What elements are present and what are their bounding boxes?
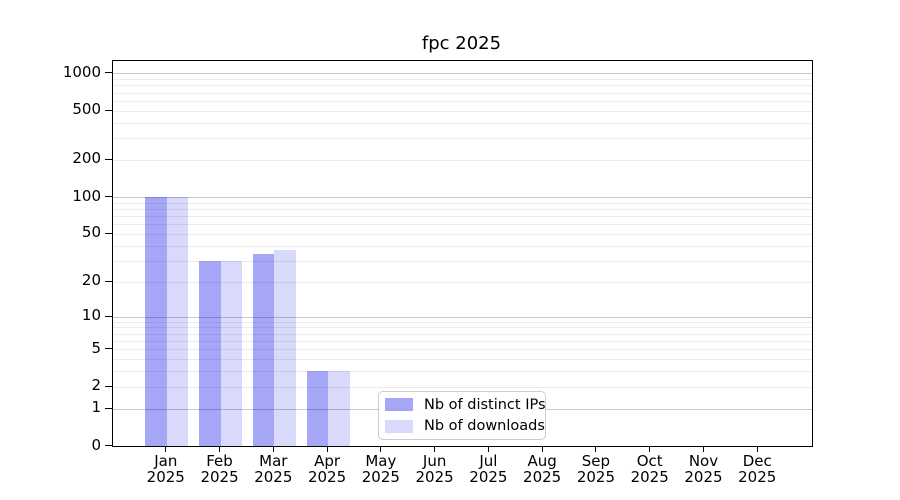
y-tick-label: 500 — [72, 100, 101, 119]
gridline-minor — [113, 371, 812, 373]
x-tick-mark — [326, 446, 328, 452]
gridline-minor — [113, 224, 812, 226]
x-tick-mark — [702, 446, 704, 452]
y-tick-mark — [105, 385, 112, 387]
bar-nb-of-downloads-mar — [274, 249, 296, 446]
bar-nb-of-downloads-jan — [166, 197, 189, 446]
gridline-major — [113, 197, 812, 199]
y-tick-label: 100 — [72, 186, 101, 205]
x-tick-label: Nov 2025 — [684, 452, 723, 486]
y-tick-mark — [105, 315, 112, 317]
gridline-minor — [113, 327, 812, 329]
gridline-minor — [113, 281, 812, 283]
x-tick-label: Feb 2025 — [200, 452, 239, 486]
legend: Nb of distinct IPs Nb of downloads — [378, 391, 546, 440]
gridline-minor — [113, 260, 812, 262]
bar-nb-of-downloads-feb — [220, 260, 243, 446]
gridline-minor — [113, 202, 812, 204]
y-tick-label: 5 — [91, 338, 101, 357]
gridline-minor — [113, 138, 812, 140]
gridline-minor — [113, 85, 812, 87]
x-tick-mark — [541, 446, 543, 452]
y-tick-mark — [105, 109, 112, 111]
gridline-minor — [113, 122, 812, 124]
y-tick-label: 0 — [91, 435, 101, 454]
bar-nb-of-downloads-apr — [328, 371, 350, 446]
x-tick-mark — [487, 446, 489, 452]
x-tick-label: Aug 2025 — [523, 452, 562, 486]
x-tick-label: Oct 2025 — [630, 452, 669, 486]
y-tick-label: 10 — [81, 306, 101, 325]
y-tick-mark — [105, 232, 112, 234]
x-tick-mark — [595, 446, 597, 452]
x-tick-mark — [434, 446, 436, 452]
gridline-minor — [113, 208, 812, 210]
bar-nb-of-distinct-ips-feb — [199, 260, 221, 446]
x-tick-mark — [756, 446, 758, 452]
legend-entry-distinct-ips: Nb of distinct IPs — [385, 396, 546, 414]
gridline-minor — [113, 159, 812, 161]
x-tick-mark — [649, 446, 651, 452]
gridline-minor — [113, 245, 812, 247]
gridline-major — [113, 316, 812, 318]
x-tick-label: Jan 2025 — [146, 452, 185, 486]
y-tick-label: 20 — [81, 271, 101, 290]
gridline-minor — [113, 92, 812, 94]
x-tick-mark — [272, 446, 274, 452]
x-tick-label: May 2025 — [361, 452, 400, 486]
gridline-minor — [113, 79, 812, 81]
x-tick-label: Apr 2025 — [307, 452, 347, 486]
gridline-minor — [113, 100, 812, 102]
x-tick-label: Mar 2025 — [254, 452, 293, 486]
x-tick-label: Jul 2025 — [469, 452, 508, 486]
y-tick-label: 2 — [91, 376, 101, 395]
legend-swatch-downloads — [385, 419, 413, 433]
gridline-minor — [113, 349, 812, 351]
y-tick-label: 200 — [72, 149, 101, 168]
legend-swatch-distinct-ips — [385, 398, 413, 412]
gridline-minor — [113, 386, 812, 388]
x-tick-mark — [219, 446, 221, 452]
bar-nb-of-distinct-ips-jan — [145, 197, 167, 446]
legend-label-distinct-ips: Nb of distinct IPs — [424, 396, 546, 413]
bar-nb-of-distinct-ips-apr — [306, 371, 329, 446]
plot-area — [112, 60, 813, 447]
x-tick-label: Dec 2025 — [738, 452, 777, 486]
x-tick-mark — [380, 446, 382, 452]
y-tick-mark — [105, 445, 112, 446]
bar-nb-of-distinct-ips-mar — [252, 254, 275, 446]
gridline-minor — [113, 321, 812, 323]
gridline-minor — [113, 341, 812, 343]
y-tick-mark — [105, 196, 112, 198]
y-tick-mark — [105, 348, 112, 350]
x-tick-label: Sep 2025 — [576, 452, 616, 486]
x-tick-label: Jun 2025 — [415, 452, 454, 486]
y-tick-label: 50 — [81, 223, 101, 242]
y-tick-mark — [105, 280, 112, 282]
gridline-minor — [113, 233, 812, 235]
y-tick-mark — [105, 407, 112, 409]
y-tick-mark — [105, 72, 112, 74]
x-tick-mark — [165, 446, 167, 452]
chart-title: fpc 2025 — [421, 33, 502, 54]
gridline-minor — [113, 110, 812, 112]
legend-entry-downloads: Nb of downloads — [385, 418, 545, 436]
y-tick-label: 1 — [91, 398, 101, 417]
gridline-minor — [113, 333, 812, 335]
y-tick-mark — [105, 158, 112, 160]
legend-label-downloads: Nb of downloads — [424, 418, 545, 435]
gridline-major — [113, 73, 812, 75]
y-tick-label: 1000 — [62, 62, 101, 81]
gridline-minor — [113, 216, 812, 218]
gridline-minor — [113, 359, 812, 361]
